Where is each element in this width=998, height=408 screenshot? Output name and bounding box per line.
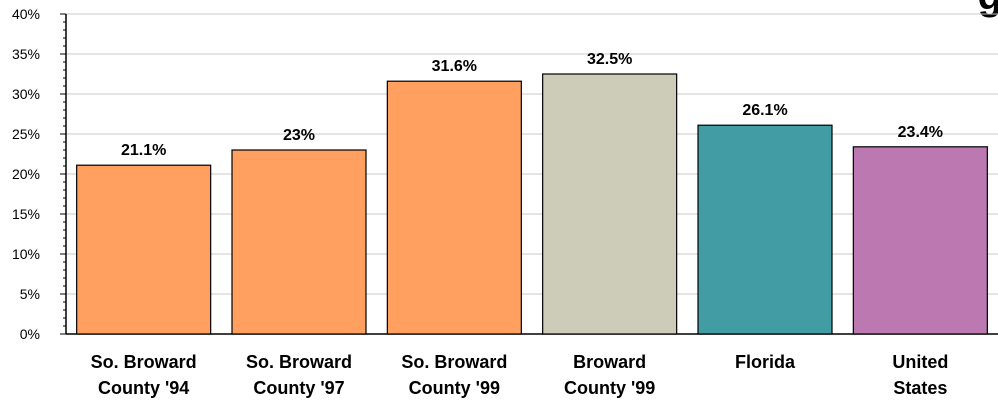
bar (231, 149, 367, 335)
data-label: 21.1% (121, 142, 166, 159)
data-label: 32.5% (587, 51, 632, 68)
x-category-label: So. Broward (91, 352, 197, 372)
x-category-label: United (892, 352, 948, 372)
y-tick-label: 25% (12, 126, 40, 142)
y-tick-label: 15% (12, 206, 40, 222)
y-tick-label: 40% (12, 6, 40, 22)
bar (386, 80, 522, 335)
bar (852, 146, 988, 335)
bar (76, 164, 212, 335)
y-tick-label: 0% (20, 326, 40, 342)
x-category-label: County '97 (253, 378, 344, 398)
x-category-label: So. Broward (401, 352, 507, 372)
data-label: 31.6% (432, 58, 477, 75)
x-category-label: States (893, 378, 947, 398)
x-category-label: So. Broward (246, 352, 352, 372)
y-tick-label: 5% (20, 286, 40, 302)
y-tick-label: 10% (12, 246, 40, 262)
x-category-label: County '99 (409, 378, 500, 398)
y-tick-label: 35% (12, 46, 40, 62)
bar (542, 73, 678, 335)
y-tick-label: 30% (12, 86, 40, 102)
x-category-label: Florida (735, 352, 796, 372)
x-category-label: County '99 (564, 378, 655, 398)
data-label: 23% (283, 127, 315, 144)
x-category-label: Broward (573, 352, 646, 372)
data-label: 26.1% (742, 102, 787, 119)
x-category-label: County '94 (98, 378, 189, 398)
bar (697, 124, 833, 335)
data-label: 23.4% (898, 124, 943, 141)
y-tick-label: 20% (12, 166, 40, 182)
